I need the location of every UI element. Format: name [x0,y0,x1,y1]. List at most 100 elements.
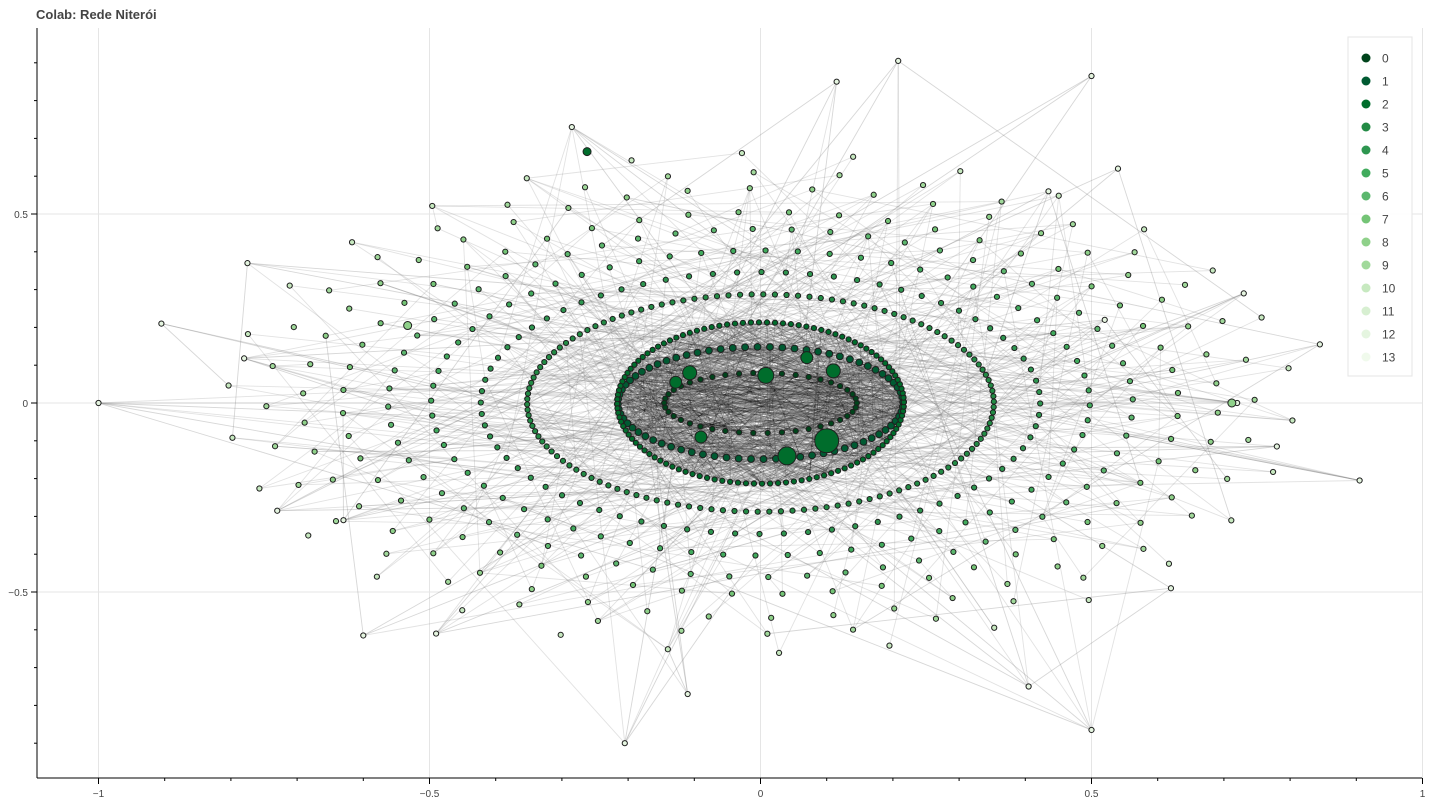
legend-item[interactable]: 5 [1382,167,1389,181]
legend-item[interactable]: 9 [1382,259,1389,273]
network-node [520,506,528,513]
network-node [584,327,591,334]
edge [526,75,1092,405]
network-node [628,435,636,442]
edge [594,326,633,428]
edge [689,382,771,484]
edge [902,358,1024,412]
network-node [400,349,408,356]
network-node [478,388,486,395]
edge [1028,587,1172,687]
network-node [803,323,810,330]
network-node [826,250,833,257]
network-node [987,382,994,389]
network-node [1100,467,1107,474]
edge [875,369,900,417]
network-node [887,434,894,441]
edge [963,349,1090,406]
legend-item[interactable]: 0 [1382,52,1389,66]
legend-item[interactable]: 1 [1382,75,1389,89]
edge [846,415,864,460]
edge [266,332,1054,407]
edge [657,346,835,452]
network-node-hub [800,351,814,365]
legend-item[interactable]: 3 [1382,121,1389,135]
edge [649,367,841,387]
edge [850,319,1105,466]
network-node [816,549,823,557]
edge [627,372,856,399]
legend-item[interactable]: 7 [1382,213,1389,227]
edge [624,458,752,744]
network-node [622,427,629,434]
network-node [886,490,893,497]
network-node [871,365,880,374]
edge [665,398,856,408]
network-node [758,268,765,276]
edge [686,194,875,530]
network-node [1168,435,1175,443]
edge [742,322,783,374]
edge [626,197,787,273]
edge [597,369,1032,622]
network-node [374,254,381,261]
edge [483,485,533,590]
edge [485,232,1042,381]
edge [893,325,1144,609]
network-node [758,480,766,487]
network-node [638,367,646,376]
network-node [386,385,393,392]
network-node [609,315,616,323]
legend-item[interactable]: 6 [1382,190,1389,204]
edge [681,406,904,451]
edge [541,343,1321,567]
edge [720,348,853,413]
edge [689,382,874,454]
edge [620,413,764,460]
edge [626,197,1320,345]
edge [659,431,783,549]
edge [781,347,789,459]
edge [624,555,756,744]
network-node [1114,165,1122,172]
legend-item[interactable]: 12 [1382,328,1396,342]
legend-item[interactable]: 13 [1382,351,1396,365]
edge [403,352,897,430]
network-node [944,274,951,281]
legend-item[interactable]: 10 [1382,282,1396,296]
edge [910,286,974,539]
legend-item[interactable]: 8 [1382,236,1389,250]
network-node [1101,316,1108,323]
edge [1013,293,1245,460]
network-node [527,474,534,481]
edge [663,343,896,376]
edge [673,389,701,427]
edge [621,176,669,316]
network-node [514,464,521,472]
network-node [750,429,757,437]
edge [992,412,1008,584]
edge [527,277,948,400]
legend-item[interactable]: 11 [1382,305,1395,319]
edge [581,274,736,534]
network-node [464,469,471,476]
network-node [756,530,763,538]
edge [1041,305,1121,517]
network-node [1088,283,1095,290]
edge [808,376,897,430]
network-node [639,353,646,361]
network-node [1059,460,1066,467]
edge [467,223,1073,268]
legend-item[interactable]: 2 [1382,98,1389,112]
edge [714,426,821,457]
legend-item[interactable]: 4 [1382,144,1389,158]
edge [848,339,904,412]
edge [697,352,903,394]
edge [618,412,779,484]
edge [668,325,1189,395]
edge [272,365,626,431]
network-node [614,485,621,492]
edge [277,251,798,512]
network-node [665,408,672,415]
